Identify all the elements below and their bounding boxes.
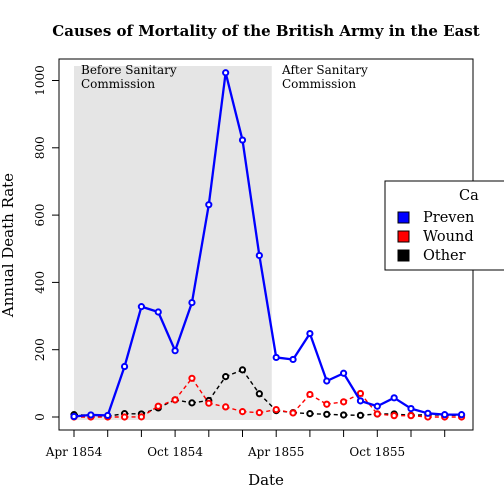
series-segment [106, 366, 126, 416]
series-segment [258, 255, 278, 358]
data-point [306, 410, 314, 418]
data-point [289, 409, 297, 417]
legend-label: Preven [423, 210, 474, 226]
annotation-line: Commission [81, 77, 155, 91]
y-tick-label: 1000 [33, 65, 47, 96]
series-segment [208, 376, 227, 401]
data-point [340, 369, 348, 377]
annotation: After Sanitary Commission [281, 63, 368, 91]
series-segment [241, 139, 261, 256]
data-point [306, 390, 314, 399]
y-axis-title: Annual Death Rate [0, 173, 17, 318]
data-point [171, 396, 179, 404]
annotation: Before Sanitary Commission [81, 63, 177, 91]
data-point [457, 411, 466, 419]
data-point [340, 411, 348, 419]
data-point [120, 413, 129, 421]
series-segment [342, 372, 362, 402]
data-point [154, 402, 162, 410]
series-segment [258, 393, 277, 412]
series-segment [191, 377, 210, 404]
data-point [255, 409, 263, 417]
annotation-line: Before Sanitary [81, 63, 177, 77]
series-segment [308, 333, 328, 382]
series-segment [123, 306, 143, 367]
data-point [70, 412, 78, 421]
data-point [390, 412, 398, 420]
x-tick-label: Oct 1854 [147, 445, 203, 459]
data-point [188, 399, 196, 407]
series-segment [174, 302, 194, 352]
data-point [373, 410, 381, 418]
data-point [272, 353, 280, 362]
data-point [188, 374, 196, 382]
y-tick-label: 200 [33, 338, 47, 361]
data-point [137, 303, 145, 311]
data-point [171, 347, 179, 355]
data-point [407, 404, 415, 413]
data-point [120, 362, 129, 371]
legend-label: Wound [423, 229, 474, 245]
data-point [424, 409, 432, 417]
chart-title: Causes of Mortality of the British Army … [52, 22, 479, 40]
data-point [222, 373, 230, 381]
series-segment [241, 369, 260, 395]
series-segment [190, 204, 210, 303]
data-point [356, 397, 365, 405]
data-point [323, 400, 331, 408]
data-point [154, 308, 162, 316]
data-point [373, 402, 381, 410]
data-point [238, 408, 247, 416]
x-tick-label: Apr 1855 [247, 445, 304, 459]
data-point [323, 377, 331, 385]
data-point [222, 69, 230, 77]
data-point [407, 412, 415, 420]
data-point [238, 136, 247, 144]
series-preventable [70, 69, 466, 421]
data-point [238, 366, 247, 374]
y-tick-label: 600 [33, 204, 47, 227]
legend-swatch [397, 211, 410, 224]
data-point [87, 411, 95, 419]
data-point [356, 411, 365, 419]
legend-swatch [397, 249, 410, 262]
y-tick-label: 400 [33, 271, 47, 294]
annotation-line: Commission [282, 77, 356, 91]
x-axis-title: Date [248, 471, 284, 489]
data-point [390, 394, 398, 402]
data-point [289, 355, 297, 364]
series-segment [157, 311, 177, 352]
data-point [356, 389, 365, 398]
data-point [255, 251, 263, 260]
data-point [137, 413, 145, 421]
y-tick-label: 800 [33, 136, 47, 159]
series-segment [207, 72, 227, 205]
data-point [205, 399, 213, 407]
annotation-line: After Sanitary [281, 63, 368, 77]
series-segment [359, 393, 378, 415]
data-point [441, 411, 449, 419]
y-tick-label: 0 [33, 413, 47, 421]
series-segment [292, 332, 311, 361]
series-segment [174, 377, 193, 401]
x-tick-label: Oct 1855 [349, 445, 405, 459]
data-point [255, 390, 263, 398]
legend-swatch [397, 230, 410, 243]
x-tick-label: Apr 1854 [45, 445, 103, 459]
data-point [222, 403, 230, 411]
series-segment [224, 72, 244, 141]
legend-label: Other [423, 248, 466, 264]
data-point [323, 410, 331, 418]
data-point [104, 411, 112, 420]
data-point [306, 329, 314, 338]
data-point [272, 405, 280, 414]
data-point [188, 298, 196, 307]
legend-title: Ca [459, 188, 479, 204]
data-point [340, 398, 348, 406]
data-point [205, 201, 213, 209]
